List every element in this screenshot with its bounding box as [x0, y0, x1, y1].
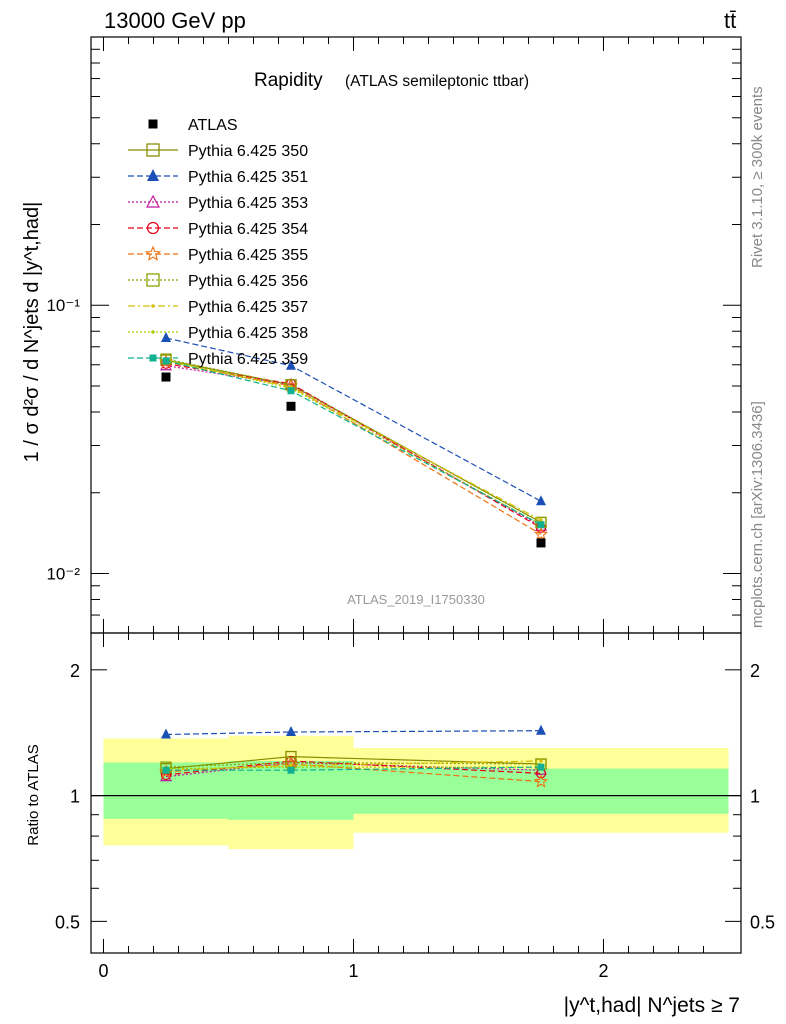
legend-label: Pythia 6.425 350 [188, 143, 308, 160]
series-line [165, 361, 542, 535]
legend-entry: Pythia 6.425 357 [128, 299, 308, 316]
marker [148, 119, 158, 129]
ratio-y-tick-label: 2 [750, 661, 760, 681]
legend-label: Pythia 6.425 357 [188, 299, 308, 316]
chart-title: Rapidity [254, 70, 323, 91]
y-tick-label: 10⁻² [46, 564, 80, 583]
series-line [165, 358, 542, 523]
marker [162, 357, 170, 365]
marker [539, 518, 543, 523]
ratio-pythia-6.425-359 [162, 763, 545, 774]
marker [533, 774, 549, 788]
legend-label: Pythia 6.425 353 [188, 195, 308, 212]
chart-subtitle: (ATLAS semileptonic ttbar) [345, 73, 529, 90]
marker [144, 245, 162, 261]
marker [286, 401, 296, 411]
series-line [165, 365, 542, 527]
y-axis-label: 1 / σ d²σ / d N^jets d |y^t,had| [21, 202, 43, 463]
marker [151, 304, 155, 308]
ratio-line [166, 766, 542, 771]
legend-entry: Pythia 6.425 351 [128, 169, 308, 186]
legend-entry: Pythia 6.425 358 [128, 325, 308, 342]
x-axis-label: |y^t,had| N^jets ≥ 7 [564, 994, 740, 1017]
marker [159, 359, 173, 371]
series-pythia-6.425-354 [160, 358, 547, 533]
marker [161, 331, 171, 342]
legend-entry: Pythia 6.425 355 [128, 245, 308, 264]
legend-entry: Pythia 6.425 353 [128, 194, 308, 212]
ratio-axis-label: Ratio to ATLAS [25, 744, 42, 845]
series-pythia-6.425-356 [160, 353, 547, 529]
legend-label: ATLAS [188, 117, 238, 134]
energy-label: 13000 GeV pp [104, 8, 246, 33]
series-atlas-data [161, 372, 546, 548]
series-pythia-6.425-357 [164, 359, 543, 523]
marker [145, 194, 161, 208]
y-tick-label: 10⁻¹ [46, 296, 80, 315]
ratio-y-tick-label: 0.5 [55, 912, 80, 932]
series-pythia-6.425-359 [162, 357, 545, 529]
rivet-label: Rivet 3.1.10, ≥ 300k events [749, 86, 766, 268]
series-line [165, 360, 542, 521]
marker [286, 725, 296, 736]
marker [285, 750, 297, 763]
marker [149, 354, 157, 362]
main-panel: Rapidity (ATLAS semileptonic ttbar) ATLA… [21, 36, 742, 634]
legend-entry: Pythia 6.425 354 [128, 221, 308, 238]
legend: ATLAS Pythia 6.425 350 Pythia 6.425 351 Pyt… [128, 117, 308, 368]
x-tick-label: 2 [598, 961, 608, 981]
marker [536, 724, 546, 735]
marker [146, 273, 160, 287]
series-line [165, 359, 542, 523]
series-pythia-6.425-353 [159, 359, 548, 531]
series-pythia-6.425-355 [158, 354, 549, 541]
mcplots-label: mcplots.cern.ch [arXiv:1306.3436] [749, 401, 766, 628]
x-tick-label: 1 [348, 961, 358, 981]
marker [536, 495, 546, 506]
legend-label: Pythia 6.425 351 [188, 169, 308, 186]
marker [533, 526, 549, 541]
marker [287, 387, 295, 395]
ratio-panel: 0.5 0.5 1 1 2 2 0 1 2 Ratio to ATLAS |y^t,had| N… [25, 632, 775, 1017]
ratio-y-tick-label: 1 [70, 787, 80, 807]
legend-entry: ATLAS [148, 117, 238, 134]
ratio-line [165, 730, 542, 736]
series-line [165, 359, 542, 526]
legend-entry: Pythia 6.425 359 [128, 351, 308, 368]
marker [161, 728, 171, 739]
x-tick-label: 0 [98, 961, 108, 981]
marker [147, 169, 159, 181]
marker [287, 766, 295, 774]
legend-label: Pythia 6.425 355 [188, 247, 308, 264]
legend-entry: Pythia 6.425 350 [128, 143, 308, 160]
ratio-y-tick-label: 0.5 [750, 912, 775, 932]
marker [151, 330, 155, 334]
marker [537, 763, 545, 771]
legend-label: Pythia 6.425 358 [188, 325, 308, 342]
legend-label: Pythia 6.425 356 [188, 273, 308, 290]
ratio-frame [90, 632, 742, 954]
marker [286, 359, 296, 370]
legend-entry: Pythia 6.425 356 [128, 273, 308, 290]
series-pythia-6.425-350 [160, 354, 547, 529]
ratio-pythia-6.425-351 [161, 724, 546, 739]
series-pythia-6.425-351 [161, 331, 546, 506]
legend-label: Pythia 6.425 354 [188, 221, 308, 238]
series-line [165, 360, 542, 526]
ratio-y-tick-label: 1 [750, 787, 760, 807]
analysis-watermark: ATLAS_2019_I1750330 [347, 592, 485, 607]
marker [161, 372, 171, 382]
marker [537, 521, 545, 529]
series-line [165, 363, 542, 529]
process-label: tt̄ [724, 8, 736, 33]
marker [162, 766, 170, 774]
marker [539, 759, 543, 763]
marker [146, 143, 160, 157]
marker [536, 538, 546, 548]
ratio-line [165, 761, 542, 768]
legend-label: Pythia 6.425 359 [188, 351, 308, 368]
ratio-y-tick-label: 2 [70, 661, 80, 681]
marker [146, 221, 160, 235]
